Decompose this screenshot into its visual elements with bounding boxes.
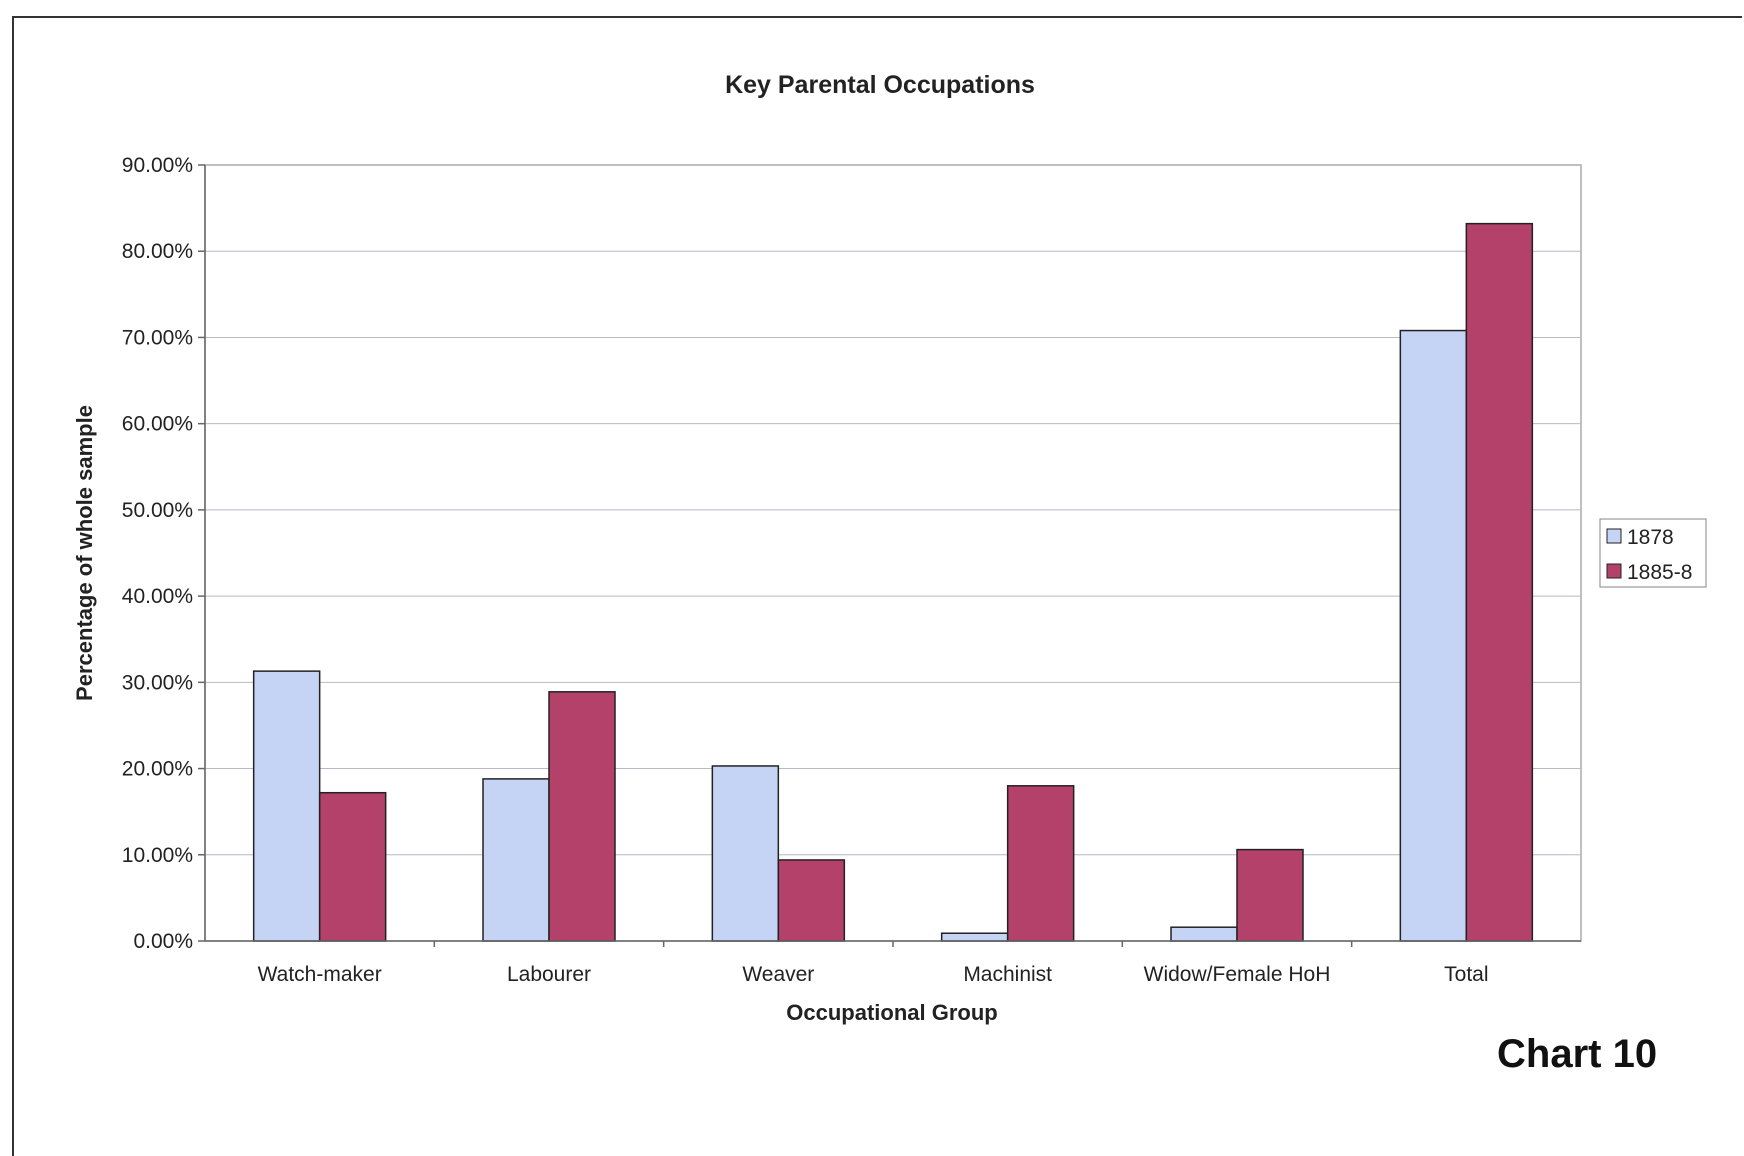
x-tick-label: Weaver bbox=[742, 963, 814, 986]
legend-swatch-1885-8 bbox=[1606, 563, 1622, 579]
bar-1885-8-widow-female-hoh bbox=[1236, 848, 1304, 942]
chart-title: Key Parental Occupations bbox=[725, 71, 1035, 99]
x-axis-ticks: Watch-maker Labourer Weaver Machinist Widow/… bbox=[258, 941, 1489, 986]
y-tick-label: 20.00% bbox=[122, 758, 193, 781]
x-tick-label: Widow/Female HoH bbox=[1144, 963, 1331, 986]
bar-1878-total bbox=[1399, 329, 1468, 942]
y-tick-label: 60.00% bbox=[122, 413, 193, 436]
y-axis-ticks: 0.00% 10.00% 20.00% 30.00% 40.00% 50.00% 60.00… bbox=[122, 154, 205, 953]
bar-chart: Key Parental Occupations 0.00% 10.00% 20.0… bbox=[72, 71, 1707, 1025]
chart-frame bbox=[12, 16, 1742, 1156]
y-tick-label: 80.00% bbox=[122, 240, 193, 263]
x-tick-label: Labourer bbox=[507, 963, 591, 986]
y-tick-label: 70.00% bbox=[122, 326, 193, 349]
x-tick-label: Total bbox=[1444, 963, 1488, 986]
y-tick-label: 10.00% bbox=[122, 844, 193, 867]
legend-label-1885-8: 1885-8 bbox=[1627, 561, 1692, 584]
x-tick-label: Machinist bbox=[963, 963, 1052, 986]
bar-1878-widow-female-hoh bbox=[1170, 926, 1238, 942]
x-axis-label: Occupational Group bbox=[786, 1000, 997, 1025]
y-tick-label: 0.00% bbox=[133, 930, 193, 953]
bar-1878-machinist bbox=[940, 932, 1009, 942]
y-axis-label: Percentage of whole sample bbox=[72, 405, 97, 701]
bar-1885-8-labourer bbox=[548, 691, 616, 942]
legend: 1878 1885-8 bbox=[1599, 518, 1707, 588]
bar-1878-watch-maker bbox=[252, 670, 321, 942]
y-tick-label: 50.00% bbox=[122, 499, 193, 522]
y-tick-label: 40.00% bbox=[122, 585, 193, 608]
plot-area bbox=[204, 164, 1582, 942]
bar-1885-8-watch-maker bbox=[318, 791, 387, 942]
bar-1885-8-total bbox=[1465, 222, 1534, 942]
gridlines bbox=[205, 250, 1581, 856]
y-tick-label: 90.00% bbox=[122, 154, 193, 177]
bar-1885-8-weaver bbox=[777, 859, 846, 942]
bar-1885-8-machinist bbox=[1006, 785, 1075, 942]
chart-caption: Chart 10 bbox=[1497, 1032, 1658, 1076]
legend-label-1878: 1878 bbox=[1627, 526, 1674, 549]
bar-1878-labourer bbox=[482, 778, 550, 942]
legend-swatch-1878 bbox=[1606, 528, 1622, 544]
y-tick-label: 30.00% bbox=[122, 671, 193, 694]
x-tick-label: Watch-maker bbox=[258, 963, 382, 986]
bar-1878-weaver bbox=[711, 765, 780, 942]
